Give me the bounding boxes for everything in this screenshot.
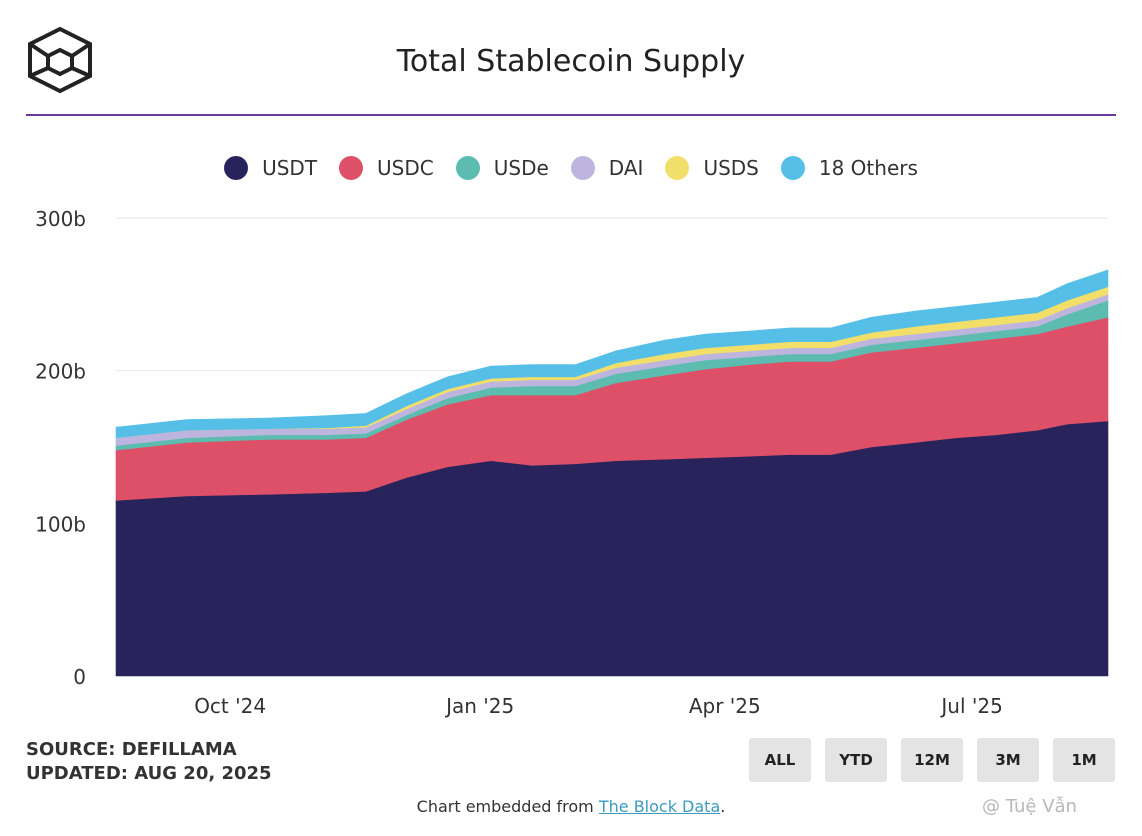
source-label: SOURCE: DEFILLAMA [26,739,237,760]
stablecoin-area-chart: 0 100b 200b 300b Oct '24 Jan '25 Apr '25 Jul '2… [35,207,1109,718]
legend-label: USDT [262,156,318,180]
range-1m-button[interactable]: 1M [1053,738,1115,782]
x-tick-label: Jul '25 [939,694,1002,718]
chart-legend: USDT USDC USDe DAI USDS 18 Others [0,156,1142,180]
legend-swatch [665,156,690,180]
the-block-data-link[interactable]: The Block Data [598,797,721,816]
legend-item-usde[interactable]: USDe [455,156,549,180]
x-tick-label: Jan '25 [444,694,514,718]
legend-item-usds[interactable]: USDS [665,156,759,180]
legend-label: USDC [377,156,434,180]
source-block: SOURCE: DEFILLAMA UPDATED: AUG 20, 2025 [26,738,272,786]
range-ytd-button[interactable]: YTD [825,738,887,782]
area-series-18-others [115,269,1109,439]
legend-label: USDS [703,156,759,180]
legend-item-usdc[interactable]: USDC [339,156,434,180]
legend-swatch [570,156,595,180]
y-tick-label: 300b [35,207,86,231]
y-tick-label: 200b [35,360,86,384]
title-divider [26,114,1116,116]
range-12m-button[interactable]: 12M [901,738,963,782]
watermark: @ Tuệ Vẫn [982,796,1077,817]
legend-item-usdt[interactable]: USDT [224,156,317,180]
the-block-logo-icon [28,26,92,94]
legend-item-18-others[interactable]: 18 Others [780,156,918,180]
embed-credit: Chart embedded from The Block Data. [0,797,1142,816]
legend-label: USDe [493,156,549,180]
y-tick-label: 0 [73,665,86,689]
x-tick-label: Oct '24 [194,694,266,718]
range-3m-button[interactable]: 3M [977,738,1039,782]
legend-swatch [339,156,364,180]
legend-swatch [780,156,805,180]
embed-credit-suffix: . [720,797,726,816]
legend-item-dai[interactable]: DAI [570,156,644,180]
embed-credit-prefix: Chart embedded from [416,797,599,816]
x-tick-label: Apr '25 [689,694,761,718]
legend-label: 18 Others [818,156,918,180]
legend-swatch [455,156,480,180]
y-tick-label: 100b [35,512,86,536]
updated-label: UPDATED: AUG 20, 2025 [26,763,272,784]
chart-title: Total Stablecoin Supply [396,44,746,79]
legend-label: DAI [608,156,644,180]
time-range-selector: ALL YTD 12M 3M 1M [749,738,1115,782]
range-all-button[interactable]: ALL [749,738,811,782]
legend-swatch [224,156,249,180]
